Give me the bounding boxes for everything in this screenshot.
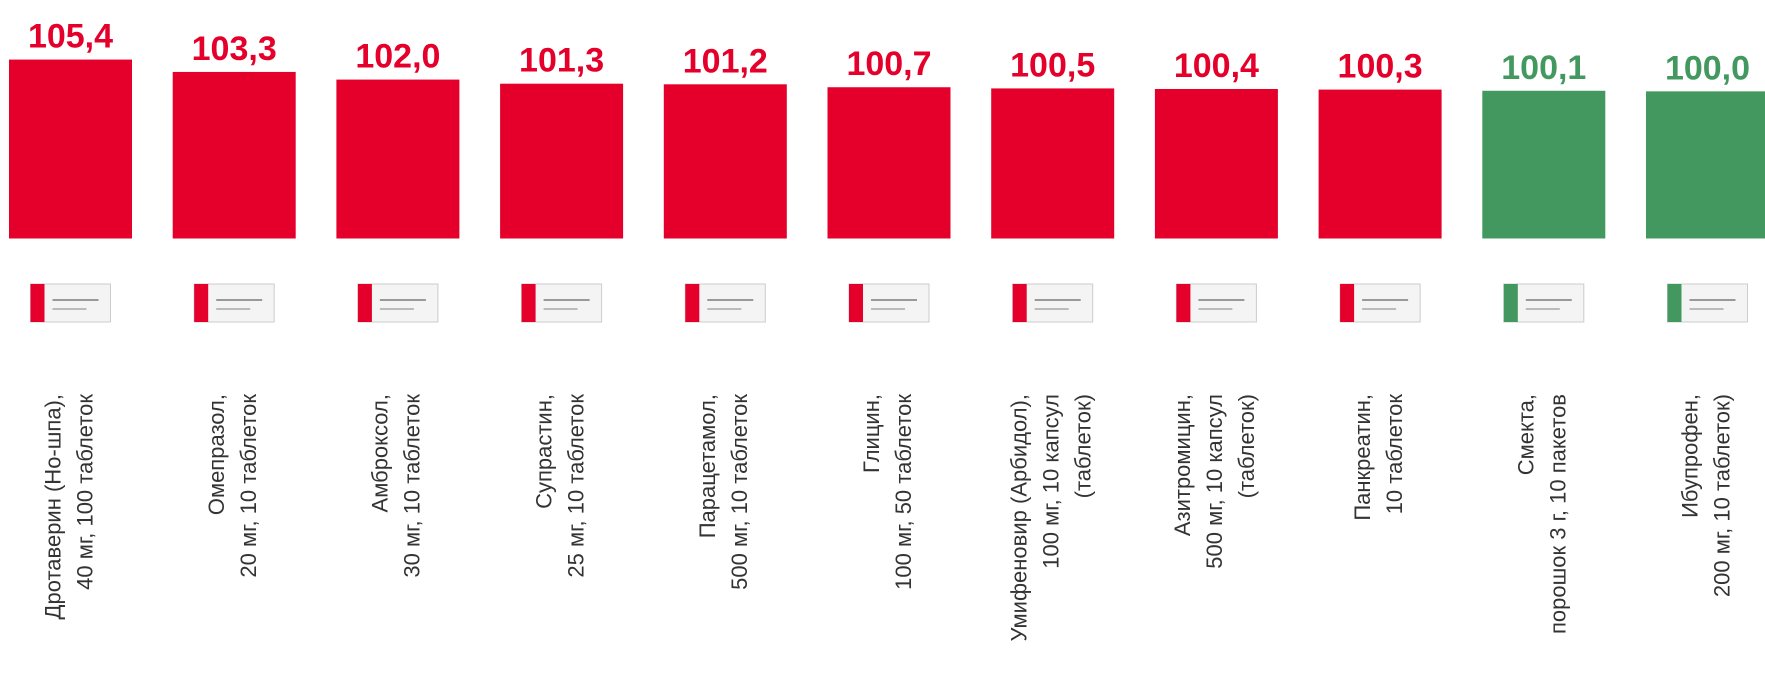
value-label: 100,0 <box>1665 49 1750 87</box>
bar <box>1154 89 1278 239</box>
value-label: 100,3 <box>1338 48 1423 86</box>
icon-stripe <box>849 284 863 322</box>
drug-icon <box>1012 283 1094 323</box>
bar <box>663 84 787 239</box>
icon-stripe <box>1012 284 1027 322</box>
category-label: Панкреатин, <box>1350 394 1375 521</box>
bar <box>991 88 1115 239</box>
category-label: Амброксол, <box>368 394 393 512</box>
icon-stripe <box>194 284 209 322</box>
category-label: 40 мг, 100 таблеток <box>72 394 97 590</box>
category-label: Омепразол, <box>204 394 229 515</box>
category-label: Ибупрофен, <box>1677 394 1702 518</box>
category-label: Парацетамол, <box>695 394 720 538</box>
category-label: 100 мг, 10 капсул <box>1039 394 1064 569</box>
value-label: 102,0 <box>355 38 440 76</box>
category-label: 25 мг, 10 таблеток <box>563 394 588 578</box>
icon-stripe <box>685 284 700 322</box>
drug-icon <box>848 283 930 323</box>
category-label: (таблеток) <box>1234 394 1259 498</box>
category-label: Супрастин, <box>531 394 556 509</box>
category-label: Умифеновир (Арбидол), <box>1007 394 1032 641</box>
icon-stripe <box>1176 284 1191 322</box>
category-label: 100 мг, 50 таблеток <box>891 394 916 590</box>
bar <box>827 87 951 239</box>
category-label: Дротаверин (Но-шпа), <box>40 394 65 619</box>
value-label: 100,1 <box>1501 49 1586 87</box>
drug-icon <box>1667 283 1748 323</box>
icon-stripe <box>1503 284 1518 322</box>
icon-stripe <box>30 284 45 322</box>
value-label: 100,5 <box>1010 46 1095 84</box>
category-label: Глицин, <box>859 394 884 473</box>
drug-icon <box>357 283 439 323</box>
bar <box>500 83 624 239</box>
bar <box>1318 89 1442 239</box>
value-label: 105,4 <box>28 18 113 56</box>
value-label: 100,7 <box>846 45 931 83</box>
drug-icon <box>521 283 603 323</box>
icon-stripe <box>521 284 536 322</box>
category-label: 500 мг, 10 таблеток <box>727 394 752 590</box>
drug-icon <box>1339 283 1421 323</box>
bar <box>9 59 132 239</box>
bar <box>1646 91 1765 239</box>
value-label: 103,3 <box>192 30 277 68</box>
category-label: 500 мг, 10 капсул <box>1202 394 1227 569</box>
icon-stripe <box>357 284 372 322</box>
category-label: 200 мг, 10 таблеток) <box>1709 394 1734 597</box>
category-label: (таблеток) <box>1071 394 1096 498</box>
value-label: 101,2 <box>683 42 768 80</box>
drug-icon <box>1503 283 1585 323</box>
drug-icon <box>1175 283 1257 323</box>
category-label: 30 мг, 10 таблеток <box>400 394 425 578</box>
icon-stripe <box>1340 284 1355 322</box>
bar <box>336 79 460 239</box>
drug-icon <box>193 283 275 323</box>
category-label: 10 таблеток <box>1382 394 1407 515</box>
category-label: порошок 3 г, 10 пакетов <box>1546 394 1571 634</box>
icon-stripe <box>1667 284 1682 322</box>
drug-icon <box>684 283 766 323</box>
bar <box>1482 90 1606 239</box>
category-label: Азитромицин, <box>1170 394 1195 536</box>
category-label: 20 мг, 10 таблеток <box>236 394 261 578</box>
category-label: Смекта, <box>1514 394 1539 475</box>
drug-icon <box>30 283 111 323</box>
value-label: 100,4 <box>1174 47 1259 85</box>
bar <box>172 71 296 239</box>
value-label: 101,3 <box>519 42 604 80</box>
